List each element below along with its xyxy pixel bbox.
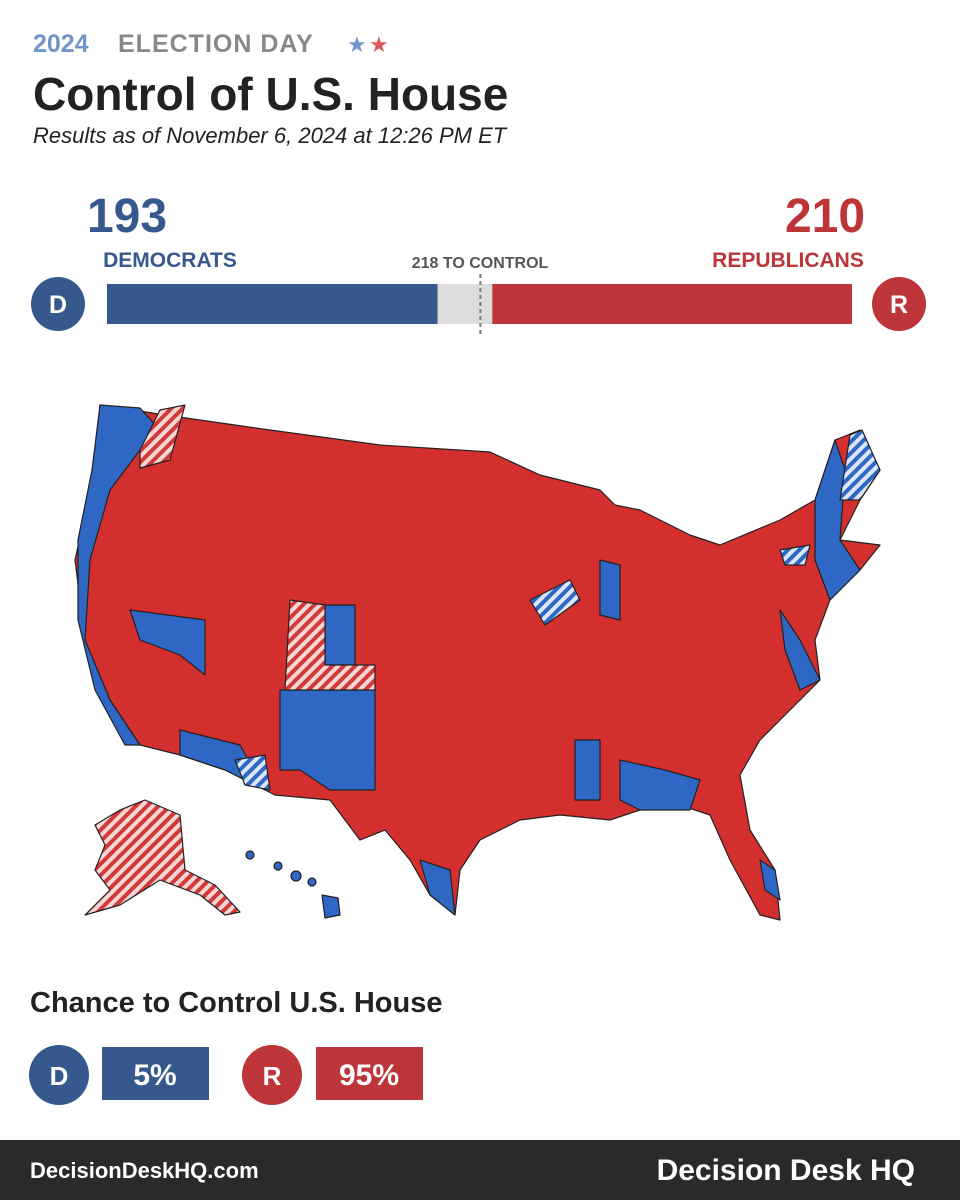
map-maine-toss [839,429,881,501]
rep-badge [872,277,926,331]
star: ★ [347,32,367,57]
chance-rep-badge-text: R [263,1061,282,1091]
footer-brand: Decision Desk HQ [657,1154,915,1187]
map-georgia [619,759,701,811]
dem-label: DEMOCRATS [103,249,237,272]
chance-dem-badge-text: D [50,1061,69,1091]
map [74,404,881,921]
year: 2024 [33,30,89,58]
map-south [574,739,601,801]
rep-label: REPUBLICANS [712,249,864,272]
map-nebraska-toss [284,599,376,691]
map-az-toss [234,754,271,791]
subtitle: Results as of November 6, 2024 at 12:26 … [33,123,508,148]
map-colorado [324,604,356,666]
seat-bar [107,274,852,334]
dem-badge-text: D [49,291,67,319]
rep-seats: 210 [785,190,865,243]
dem-seats: 193 [87,190,167,243]
map-virginia [779,609,821,691]
event-label: ELECTION DAY [118,30,314,58]
footer-url: DecisionDeskHQ.com [30,1158,259,1183]
map-florida [759,859,781,901]
map-dem-districts [77,404,861,916]
chance-dem-box [102,1047,209,1100]
map-chicago [599,559,621,621]
chance-title: Chance to Control U.S. House [30,987,442,1019]
chance-dem: 5% [133,1059,176,1092]
footer [0,1140,960,1200]
chance-rep-badge [242,1045,302,1105]
dem-badge [31,277,85,331]
map-northeast [814,439,861,601]
control-label: 218 TO CONTROL [412,255,549,272]
star: ★ [369,32,389,57]
rep-badge-text: R [890,291,908,319]
map-iowa-toss [529,579,581,626]
map-nevada [129,609,206,676]
chance-rep-box [316,1047,423,1100]
map-alaska [84,799,241,916]
chance-rep: 95% [339,1059,399,1092]
chance-dem-badge [29,1045,89,1105]
map-texas-border [419,859,456,916]
title: Control of U.S. House [33,68,508,120]
rep-bar [492,284,852,324]
map-hawaii [245,850,341,919]
dem-bar [107,284,438,324]
map-ny-toss [779,544,811,566]
map-washington-toss [139,404,186,469]
